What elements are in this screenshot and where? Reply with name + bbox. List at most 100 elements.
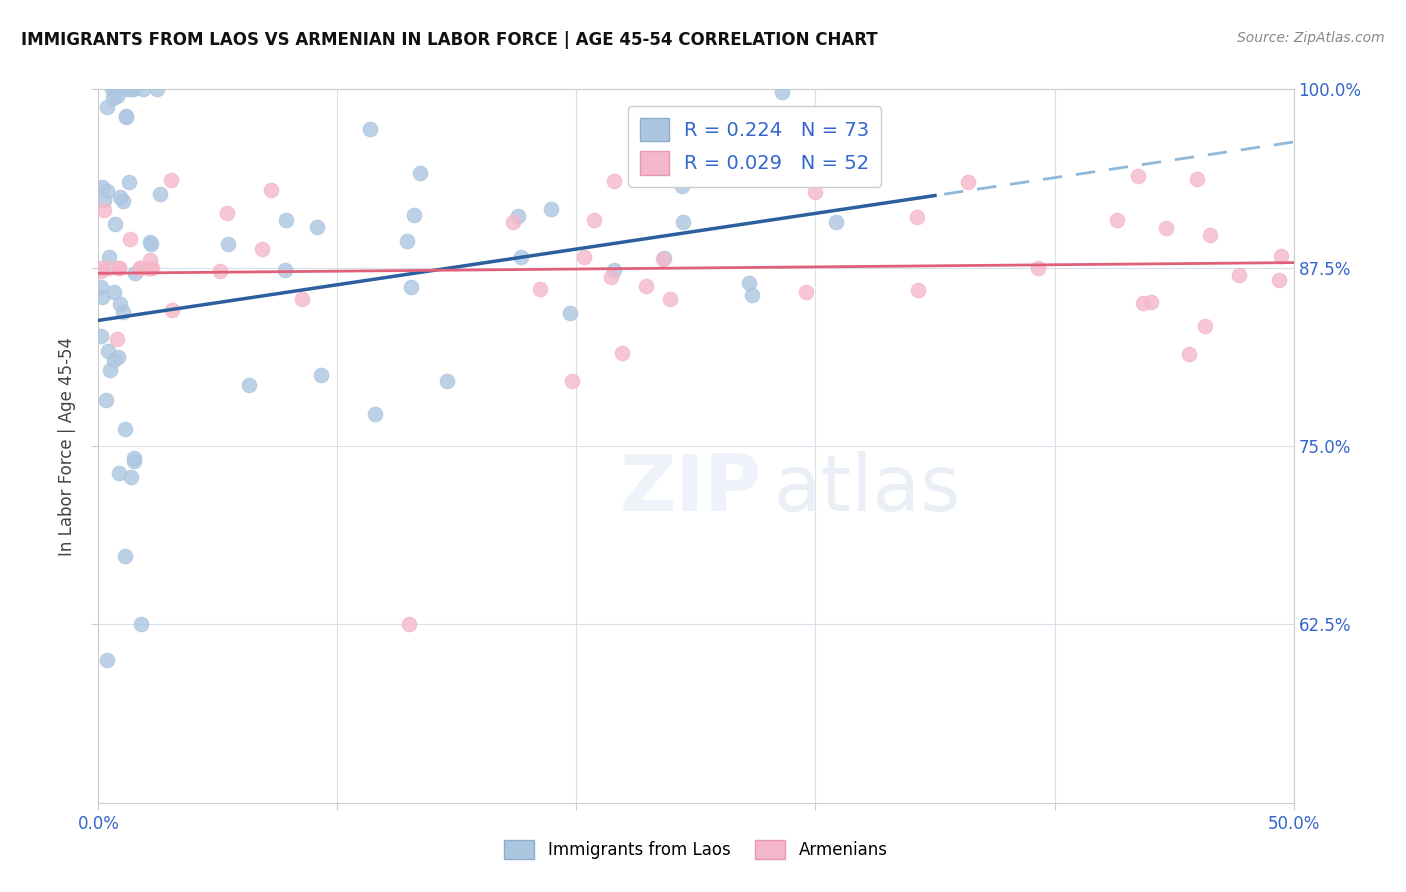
Point	[1227, 268, 1250, 282]
Point	[652, 251, 675, 265]
Point	[436, 374, 458, 388]
Point	[1132, 296, 1154, 310]
Point	[105, 332, 128, 346]
Point	[800, 121, 823, 136]
Point	[1154, 221, 1177, 235]
Point	[105, 89, 128, 103]
Point	[122, 454, 145, 468]
Point	[602, 174, 624, 188]
Point	[510, 250, 533, 264]
Y-axis label: In Labor Force | Age 45-54: In Labor Force | Age 45-54	[58, 336, 76, 556]
Point	[91, 290, 114, 304]
Point	[540, 202, 562, 216]
Point	[111, 194, 134, 208]
Point	[1198, 228, 1220, 243]
Point	[654, 142, 676, 156]
Point	[97, 260, 120, 275]
Point	[108, 190, 131, 204]
Point	[93, 193, 115, 207]
Point	[146, 82, 169, 96]
Point	[209, 264, 232, 278]
Point	[794, 285, 817, 300]
Point	[238, 378, 260, 392]
Point	[105, 82, 128, 96]
Point	[114, 109, 136, 123]
Point	[1140, 295, 1163, 310]
Point	[907, 283, 929, 297]
Point	[905, 210, 928, 224]
Point	[103, 285, 125, 299]
Point	[1177, 347, 1199, 361]
Point	[104, 217, 127, 231]
Point	[1026, 260, 1049, 275]
Point	[141, 237, 163, 252]
Point	[120, 470, 142, 484]
Point	[121, 82, 143, 96]
Point	[139, 253, 162, 268]
Point	[132, 82, 155, 96]
Point	[124, 450, 146, 465]
Point	[96, 393, 118, 408]
Point	[120, 232, 142, 246]
Point	[309, 368, 332, 382]
Point	[217, 236, 239, 251]
Point	[273, 262, 295, 277]
Point	[107, 351, 129, 365]
Point	[122, 82, 145, 96]
Text: ZIP: ZIP	[620, 450, 762, 527]
Point	[772, 86, 794, 100]
Point	[291, 292, 314, 306]
Point	[652, 252, 675, 266]
Point	[103, 353, 125, 368]
Point	[399, 280, 422, 294]
Point	[90, 280, 112, 294]
Point	[260, 183, 283, 197]
Point	[396, 234, 419, 248]
Point	[107, 466, 129, 480]
Point	[129, 260, 152, 275]
Point	[738, 276, 761, 290]
Point	[1105, 213, 1128, 227]
Point	[93, 202, 115, 217]
Point	[305, 219, 328, 234]
Point	[1268, 272, 1291, 286]
Point	[508, 209, 530, 223]
Point	[956, 176, 979, 190]
Point	[101, 82, 124, 96]
Point	[96, 100, 118, 114]
Point	[111, 82, 134, 96]
Point	[1126, 169, 1149, 184]
Point	[160, 173, 183, 187]
Point	[825, 214, 848, 228]
Point	[692, 153, 714, 168]
Point	[124, 266, 146, 280]
Point	[1185, 172, 1208, 186]
Text: Source: ZipAtlas.com: Source: ZipAtlas.com	[1237, 31, 1385, 45]
Point	[136, 260, 159, 275]
Point	[97, 250, 120, 264]
Point	[404, 208, 426, 222]
Point	[636, 279, 658, 293]
Point	[115, 82, 138, 96]
Point	[612, 345, 634, 359]
Point	[90, 260, 112, 275]
Point	[252, 242, 274, 256]
Point	[131, 617, 153, 632]
Point	[561, 374, 583, 388]
Point	[90, 264, 112, 278]
Point	[111, 305, 134, 319]
Point	[107, 260, 129, 275]
Point	[603, 263, 626, 277]
Point	[101, 91, 124, 105]
Point	[141, 260, 163, 275]
Point	[108, 260, 131, 275]
Point	[129, 260, 152, 275]
Point	[502, 215, 524, 229]
Point	[96, 184, 118, 198]
Point	[139, 260, 162, 275]
Point	[582, 212, 605, 227]
Point	[408, 166, 430, 180]
Point	[160, 302, 183, 317]
Point	[118, 175, 141, 189]
Point	[741, 287, 763, 301]
